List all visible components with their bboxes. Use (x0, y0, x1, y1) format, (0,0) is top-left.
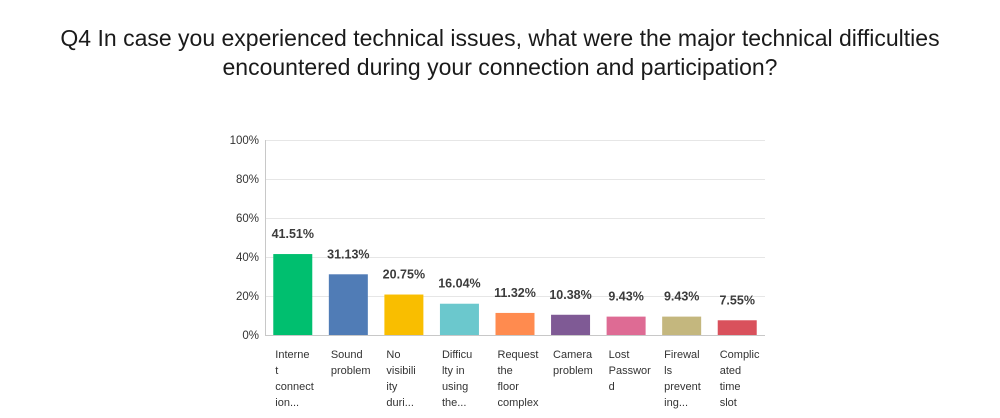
x-tick-label-line: the (497, 365, 513, 377)
x-tick-label-line: Request (497, 349, 539, 361)
x-tick-label-line: Sound (330, 349, 363, 361)
x-tick-label-line: Complic (719, 349, 760, 361)
y-tick-label: 80% (236, 174, 259, 186)
chart-title: Q4 In case you experienced technical iss… (0, 24, 1000, 82)
x-tick-label-line: lty in (441, 365, 465, 377)
y-tick-label: 20% (236, 291, 259, 303)
x-tick-label-line: Firewal (664, 349, 700, 361)
x-tick-label-line: d (608, 381, 615, 393)
bar (439, 303, 479, 335)
x-tick-label-line: complex (497, 397, 539, 409)
x-tick-label: Complic ated time slot (720, 347, 760, 411)
x-tick-label-line: time (719, 381, 741, 393)
data-label: 20.75% (383, 268, 425, 282)
data-labels: 41.51% 31.13% 20.75% 16.04% 11.32% 10.38% 9.43… (272, 227, 755, 307)
bar (551, 314, 591, 335)
data-label: 10.38% (549, 288, 591, 302)
x-tick-label-line: Interne (275, 349, 310, 361)
x-tick-label-line: ls (664, 365, 673, 377)
data-label: 41.51% (272, 227, 314, 241)
x-tick-label-line: ity (386, 381, 398, 393)
bar (717, 320, 757, 335)
data-label: 11.32% (494, 286, 536, 300)
data-label: 7.55% (719, 293, 754, 307)
x-tick-label-line: visibili (386, 365, 416, 377)
x-tick-label-line: problem (553, 365, 593, 377)
x-tick-label-line: ing... (664, 397, 689, 409)
x-tick-label: Lost Passwor d (609, 347, 651, 395)
x-tick-label-line: No (386, 349, 401, 361)
bar (495, 312, 535, 335)
x-tick-label-line: using (441, 381, 469, 393)
y-tick-label: 40% (236, 252, 259, 264)
gridlines (265, 140, 765, 336)
x-tick-label: Request the floor complex (498, 347, 539, 411)
x-tick-label-line: connect (275, 381, 314, 393)
data-label: 9.43% (664, 290, 699, 304)
x-tick-label-line: slot (719, 397, 737, 409)
y-axis: 0% 20% 40% 60% 80% 100% (230, 135, 266, 342)
bar (662, 316, 702, 335)
x-tick-label: Sound problem (331, 347, 371, 379)
x-tick-label-line: the... (441, 397, 467, 409)
data-label: 31.13% (327, 247, 369, 261)
bar (384, 294, 424, 335)
y-tick-label: 0% (242, 330, 259, 342)
bar (606, 316, 646, 335)
x-tick-label-line: Lost (608, 349, 630, 361)
x-tick-label-line: duri... (386, 397, 414, 409)
x-tick-label-line: ion... (275, 397, 300, 409)
chart-title-line-1: Q4 In case you experienced technical iss… (60, 25, 940, 51)
bars (273, 254, 757, 335)
x-tick-label-line: Passwor (608, 365, 651, 377)
x-tick-label: No visibili ity duri... (386, 347, 415, 411)
y-tick-label: 60% (236, 213, 259, 225)
chart-title-line-2: encountered during your connection and p… (222, 54, 778, 80)
data-label: 16.04% (438, 277, 480, 291)
x-tick-label-line: problem (330, 365, 371, 377)
x-tick-label: Interne t connect ion... (275, 347, 314, 411)
bar (328, 274, 368, 335)
x-tick-label-line: Camera (553, 349, 593, 361)
bar (273, 254, 313, 335)
y-tick-label: 100% (230, 135, 259, 147)
x-tick-label: Difficu lty in using the... (442, 347, 472, 411)
x-tick-label-line: ated (719, 365, 742, 377)
x-tick-label-line: t (275, 365, 279, 377)
data-label: 9.43% (608, 290, 643, 304)
x-tick-label-line: prevent (664, 381, 701, 393)
x-tick-label: Camera problem (553, 347, 593, 379)
x-tick-label-line: floor (497, 381, 519, 393)
x-tick-label: Firewal ls prevent ing... (664, 347, 701, 411)
x-tick-label-line: Difficu (441, 349, 473, 361)
